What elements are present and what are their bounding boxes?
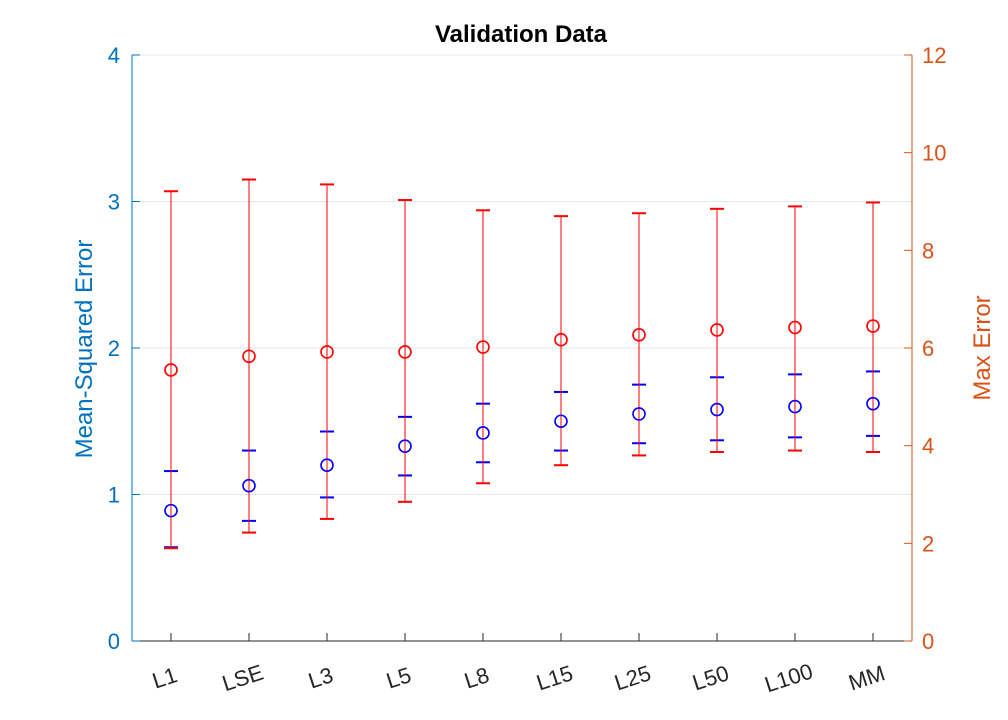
y-left-tick-label: 0 [108, 629, 120, 654]
axes [131, 54, 913, 642]
x-tick-label: L3 [305, 662, 336, 693]
data-point-right [866, 319, 880, 333]
x-tick-label: L25 [611, 660, 654, 695]
data-point-left [320, 458, 334, 473]
data-point-right [320, 345, 334, 359]
data-point-left [632, 407, 646, 421]
data-point-right [632, 328, 646, 342]
y-left-tick-label: 3 [108, 190, 120, 215]
y-right-tick-label: 6 [922, 336, 934, 361]
y-left-tick-label: 2 [108, 336, 120, 361]
y-left-tick-label: 1 [108, 483, 120, 508]
data-point-left [866, 396, 880, 411]
chart-title: Validation Data [435, 21, 608, 48]
data-markers [164, 319, 880, 518]
data-point-right [554, 332, 568, 347]
y-left-tick-label: 4 [108, 43, 120, 68]
data-point-right [476, 340, 490, 354]
x-tick-label: L1 [149, 662, 180, 693]
x-tick-label: L5 [383, 662, 414, 693]
x-tick-label: L50 [689, 660, 732, 695]
data-point-right [710, 323, 724, 337]
x-tick-label: MM [845, 660, 888, 695]
data-point-left [788, 399, 802, 414]
y-right-tick-label: 0 [922, 629, 934, 654]
y-right-tick-label: 12 [922, 43, 946, 68]
data-point-left [554, 414, 568, 429]
x-tick-label: L8 [461, 662, 492, 693]
y-right-tick-label: 4 [922, 434, 934, 459]
data-point-left [398, 439, 412, 453]
x-tick-label: LSE [219, 660, 266, 697]
y-right-tick-label: 10 [922, 141, 946, 166]
data-point-right [788, 320, 802, 335]
x-tick-label: L100 [762, 658, 816, 697]
y-right-tick-label: 8 [922, 238, 934, 263]
x-tick-label: L15 [533, 660, 576, 695]
y-axis-right-label: Max Error [969, 295, 996, 400]
data-point-right [242, 349, 256, 364]
data-point-left [710, 402, 724, 417]
data-point-right [398, 345, 412, 359]
data-point-right [164, 363, 178, 377]
error-bars [164, 178, 880, 550]
y-right-tick-label: 2 [922, 531, 934, 556]
y-axis-left-label: Mean-Squared Error [71, 240, 98, 459]
data-point-left [476, 426, 490, 440]
data-point-left [242, 478, 256, 493]
data-point-left [164, 503, 178, 518]
